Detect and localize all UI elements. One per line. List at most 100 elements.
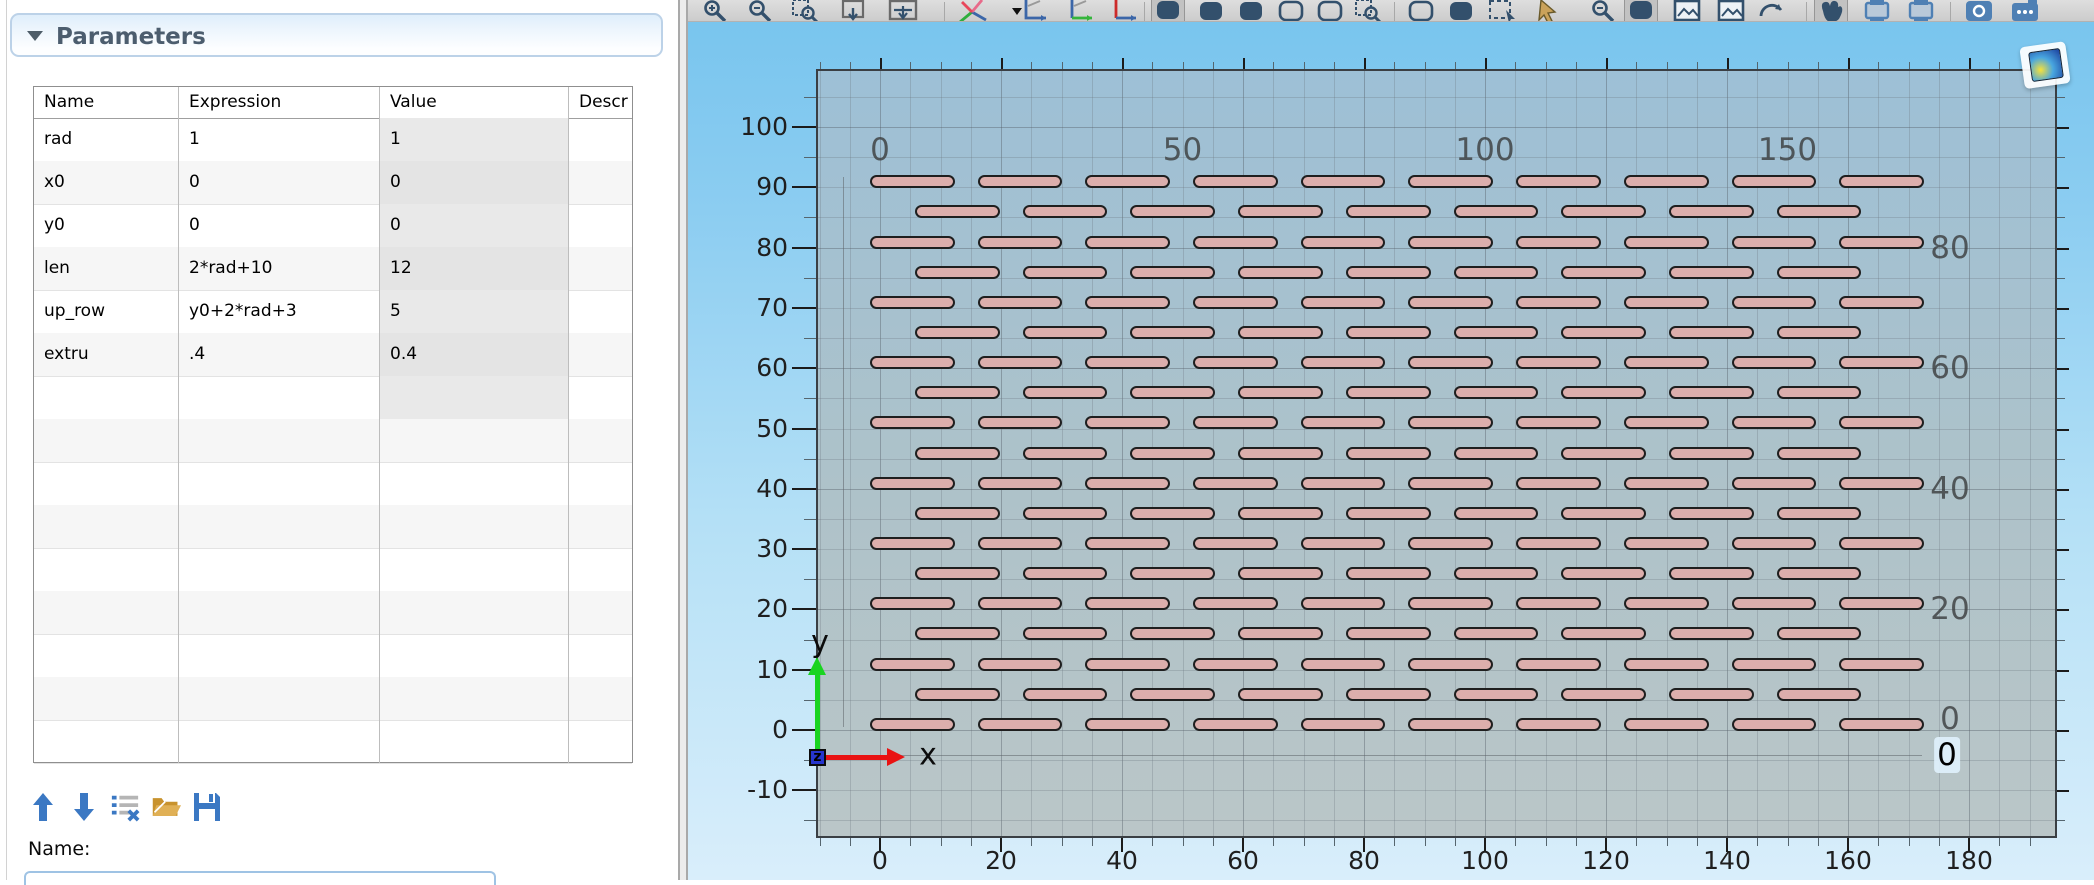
slot-shape[interactable] [1668, 627, 1754, 641]
slot-shape[interactable] [1238, 567, 1323, 581]
slot-shape[interactable] [1022, 205, 1108, 219]
slot-shape[interactable] [1345, 386, 1431, 400]
slot-shape[interactable] [1561, 687, 1646, 701]
slot-shape[interactable] [1731, 235, 1817, 249]
slot-shape[interactable] [1623, 537, 1709, 551]
image-export-button[interactable] [1714, 0, 1748, 21]
slot-shape[interactable] [1516, 295, 1601, 309]
go-to-xy-view-button[interactable] [1018, 0, 1052, 21]
empty-name-cell[interactable] [34, 376, 179, 419]
param-value-cell[interactable]: 1 [380, 118, 569, 161]
save-file-button[interactable] [192, 788, 222, 826]
report-button[interactable] [1904, 0, 1938, 21]
pan-button[interactable] [1814, 0, 1848, 21]
slot-shape[interactable] [1130, 265, 1216, 279]
parameters-table[interactable]: Name Expression Value Descr rad 1 1 x0 0 0 y0 0 0 len… [33, 86, 633, 764]
slot-shape[interactable] [870, 356, 955, 370]
slot-shape[interactable] [1561, 265, 1646, 279]
slot-shape[interactable] [1193, 717, 1278, 731]
slot-shape[interactable] [1408, 537, 1494, 551]
slot-shape[interactable] [1300, 476, 1386, 490]
slot-shape[interactable] [1623, 356, 1709, 370]
slot-shape[interactable] [1623, 175, 1709, 189]
empty-description-cell[interactable] [569, 462, 632, 505]
param-name-cell[interactable]: x0 [34, 161, 179, 204]
slot-shape[interactable] [1623, 295, 1709, 309]
slot-shape[interactable] [1776, 446, 1862, 460]
empty-name-cell[interactable] [34, 462, 179, 505]
transparency-button[interactable] [1234, 0, 1268, 21]
empty-value-cell[interactable] [380, 634, 569, 677]
slot-shape[interactable] [1238, 627, 1323, 641]
empty-name-cell[interactable] [34, 677, 179, 720]
slot-shape[interactable] [1130, 506, 1216, 520]
slot-shape[interactable] [1561, 325, 1646, 339]
param-expression-cell[interactable]: 0 [179, 161, 380, 204]
slot-shape[interactable] [1839, 476, 1924, 490]
slot-shape[interactable] [1238, 446, 1323, 460]
slot-shape[interactable] [1731, 416, 1817, 430]
param-expression-cell[interactable]: 2*rad+10 [179, 247, 380, 290]
slot-shape[interactable] [870, 295, 955, 309]
slot-shape[interactable] [1561, 627, 1646, 641]
slot-shape[interactable] [915, 687, 1000, 701]
slot-shape[interactable] [977, 476, 1063, 490]
param-description-cell[interactable] [569, 333, 632, 376]
empty-value-cell[interactable] [380, 462, 569, 505]
slot-shape[interactable] [1300, 356, 1386, 370]
slot-shape[interactable] [1345, 205, 1431, 219]
slot-shape[interactable] [1839, 537, 1924, 551]
slot-shape[interactable] [1839, 416, 1924, 430]
slot-shape[interactable] [1839, 235, 1924, 249]
slot-shape[interactable] [1345, 687, 1431, 701]
slot-shape[interactable] [1731, 657, 1817, 671]
slot-shape[interactable] [1408, 295, 1494, 309]
clear-table-button[interactable] [110, 788, 140, 826]
slot-shape[interactable] [915, 265, 1000, 279]
load-file-button[interactable] [151, 788, 181, 826]
zoom-to-selection-button[interactable] [886, 0, 920, 21]
slot-shape[interactable] [1516, 235, 1601, 249]
slot-shape[interactable] [1022, 265, 1108, 279]
print-button[interactable] [1860, 0, 1894, 21]
empty-expression-cell[interactable] [179, 505, 380, 548]
slot-shape[interactable] [915, 506, 1000, 520]
slot-shape[interactable] [1668, 265, 1754, 279]
slot-shape[interactable] [1408, 657, 1494, 671]
slot-shape[interactable] [1453, 325, 1539, 339]
empty-expression-cell[interactable] [179, 419, 380, 462]
slot-shape[interactable] [1516, 537, 1601, 551]
slot-shape[interactable] [1839, 597, 1924, 611]
slot-shape[interactable] [1731, 717, 1817, 731]
slot-shape[interactable] [1453, 446, 1539, 460]
slot-shape[interactable] [1022, 567, 1108, 581]
slot-shape[interactable] [1408, 175, 1494, 189]
empty-name-cell[interactable] [34, 505, 179, 548]
slot-shape[interactable] [870, 175, 955, 189]
slot-shape[interactable] [977, 657, 1063, 671]
slot-shape[interactable] [1408, 235, 1494, 249]
param-name-cell[interactable]: len [34, 247, 179, 290]
slot-shape[interactable] [1561, 567, 1646, 581]
slot-shape[interactable] [870, 717, 955, 731]
param-value-cell[interactable]: 5 [380, 290, 569, 333]
slot-shape[interactable] [1085, 356, 1171, 370]
slot-shape[interactable] [1300, 235, 1386, 249]
slot-shape[interactable] [1453, 506, 1539, 520]
slot-shape[interactable] [1345, 506, 1431, 520]
slot-shape[interactable] [1022, 627, 1108, 641]
slot-shape[interactable] [1776, 386, 1862, 400]
empty-value-cell[interactable] [380, 677, 569, 720]
slot-shape[interactable] [1453, 386, 1539, 400]
slot-shape[interactable] [1085, 416, 1171, 430]
empty-value-cell[interactable] [380, 419, 569, 462]
slot-shape[interactable] [1130, 567, 1216, 581]
slot-shape[interactable] [1623, 597, 1709, 611]
empty-description-cell[interactable] [569, 376, 632, 419]
slot-shape[interactable] [1731, 175, 1817, 189]
slot-shape[interactable] [915, 205, 1000, 219]
param-expression-cell[interactable]: .4 [179, 333, 380, 376]
graphics-canvas[interactable]: 100 90 80 70 60 50 40 30 20 10 0 -10 0 20 40 60 80 100 120… [688, 22, 2094, 880]
slot-shape[interactable] [1668, 687, 1754, 701]
slot-shape[interactable] [1516, 717, 1601, 731]
